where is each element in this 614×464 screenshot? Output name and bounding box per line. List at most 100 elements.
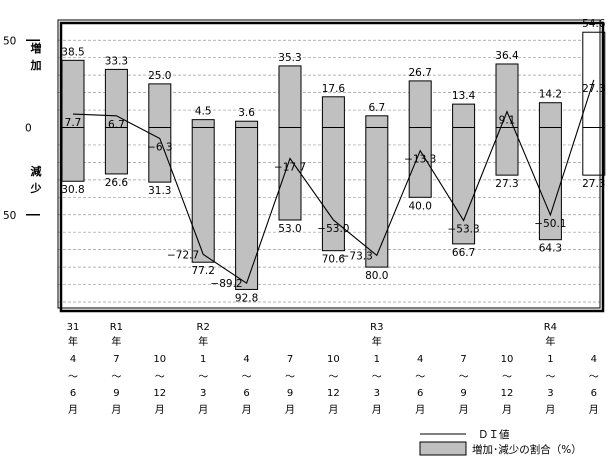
di-label: −53.3 <box>448 224 480 236</box>
bars <box>61 31 606 290</box>
x-axis-label-7: 10 <box>327 354 340 365</box>
legend-bar-swatch <box>419 441 467 456</box>
increase-label: 35.3 <box>278 52 301 64</box>
bar-12 <box>538 102 562 241</box>
x-axis-label-11: 〜 <box>502 372 512 383</box>
increase-label: 13.4 <box>452 90 476 102</box>
di-line-layer <box>72 79 595 285</box>
frame <box>57 19 601 309</box>
x-axis-label-4: 月 <box>198 404 208 416</box>
decrease-label: 80.0 <box>365 270 388 282</box>
di-label: −72.7 <box>167 249 199 261</box>
x-axis-label-2: 年 <box>111 335 121 348</box>
x-axis-label-6: 9 <box>287 388 293 399</box>
x-axis-label-12: 1 <box>547 354 553 365</box>
x-axis-label-2: R1 <box>110 322 123 333</box>
frame-shadow <box>59 21 605 313</box>
increase-label: 38.5 <box>61 46 84 58</box>
increase-label: 26.7 <box>409 67 432 79</box>
bar-4 <box>191 119 215 263</box>
di-label: 7.7 <box>65 117 82 129</box>
increase-label: 36.4 <box>495 50 519 62</box>
x-axis-label-1: 月 <box>68 404 78 416</box>
x-axis-label-12: 月 <box>545 404 555 416</box>
di-label: −13.3 <box>404 154 436 166</box>
x-axis-label-4: 3 <box>200 388 206 399</box>
increase-label: 3.6 <box>238 107 255 119</box>
increase-label: 33.3 <box>105 55 128 67</box>
x-axis-label-8: 〜 <box>372 372 382 383</box>
x-axis-label-8: 3 <box>374 388 380 399</box>
x-axis-label-7: 〜 <box>328 372 338 383</box>
x-axis-labels: 31年4〜6月R1年7〜9月10〜12月R2年1〜3月4〜6月7〜9月10〜12… <box>67 322 599 416</box>
x-axis-label-2: 月 <box>111 404 121 416</box>
legend-bar-label: 増加･減少の割合（%） <box>472 443 582 456</box>
x-axis-label-7: 月 <box>328 404 338 416</box>
decrease-label: 27.3 <box>495 178 518 190</box>
x-axis-label-6: 7 <box>287 354 293 365</box>
bar-8 <box>365 115 389 268</box>
side-label-increase: 増 <box>31 41 42 55</box>
y-tick-label-top: 50 <box>3 35 16 47</box>
legend-line-label: ＤＩ値 <box>478 428 510 441</box>
decrease-label: 70.6 <box>322 254 346 266</box>
increase-label: 6.7 <box>368 102 385 114</box>
bar-6 <box>278 65 302 221</box>
bar-5 <box>235 120 259 290</box>
y-tick-label-zero: 0 <box>25 123 32 135</box>
x-axis-label-2: 9 <box>113 388 119 399</box>
x-axis-label-2: 〜 <box>111 372 121 383</box>
x-axis-label-10: 月 <box>459 404 469 416</box>
side-label-decrease: 減 <box>31 164 42 178</box>
x-axis-label-13: 4 <box>591 354 597 365</box>
di-label: −53.0 <box>317 223 349 235</box>
x-axis-label-2: 7 <box>113 354 119 365</box>
di-label: −89.2 <box>210 278 242 290</box>
bar-3 <box>148 83 172 183</box>
decrease-label: 40.0 <box>409 200 432 212</box>
x-axis-label-1: 31 <box>67 322 80 333</box>
x-axis-label-5: 6 <box>243 388 249 399</box>
x-axis-label-8: 1 <box>374 354 380 365</box>
decrease-label: 92.8 <box>235 292 258 304</box>
x-axis-label-7: 12 <box>327 388 340 399</box>
di-label: 6.7 <box>108 119 125 131</box>
x-axis-label-3: 12 <box>153 388 166 399</box>
di-label: 9.1 <box>499 115 516 127</box>
bar-9 <box>408 80 432 198</box>
di-label: −6.3 <box>147 141 173 153</box>
x-axis-label-13: 〜 <box>589 372 599 383</box>
decrease-label: 77.2 <box>192 265 215 277</box>
bar-11 <box>495 63 519 176</box>
x-axis-label-13: 6 <box>591 388 597 399</box>
x-axis-label-12: R4 <box>544 322 557 333</box>
x-axis-label-11: 月 <box>502 404 512 416</box>
x-axis-label-5: 4 <box>243 354 249 365</box>
di-label: −17.7 <box>274 161 306 173</box>
decrease-label: 66.7 <box>452 247 475 259</box>
x-axis-label-9: 6 <box>417 388 423 399</box>
x-axis-label-10: 〜 <box>459 372 469 383</box>
x-axis-label-9: 4 <box>417 354 423 365</box>
plot-frame <box>57 19 605 313</box>
x-axis-label-12: 〜 <box>545 372 555 383</box>
x-axis-label-6: 月 <box>285 404 295 416</box>
bar-13 <box>582 31 606 176</box>
x-axis-label-12: 年 <box>545 335 555 348</box>
decrease-label: 53.0 <box>278 223 301 235</box>
x-axis-label-4: R2 <box>197 322 210 333</box>
decrease-label: 30.8 <box>61 184 84 196</box>
decrease-label: 64.3 <box>539 243 562 255</box>
increase-label: 14.2 <box>539 89 562 101</box>
x-axis-label-1: 6 <box>70 388 76 399</box>
x-axis-label-4: 年 <box>198 335 208 348</box>
x-axis-label-8: 月 <box>372 404 382 416</box>
increase-label: 4.5 <box>195 106 212 118</box>
x-axis-label-3: 10 <box>153 354 166 365</box>
x-axis-label-9: 〜 <box>415 372 425 383</box>
y-tick-label-bottom: 50 <box>3 210 16 222</box>
x-axis-label-12: 3 <box>547 388 553 399</box>
